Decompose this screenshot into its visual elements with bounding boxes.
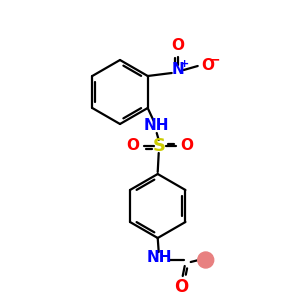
Text: NH: NH [147, 250, 172, 266]
Text: S: S [153, 137, 166, 155]
Text: NH: NH [144, 118, 170, 134]
Text: O: O [180, 139, 193, 154]
Text: O: O [201, 58, 214, 73]
Text: −: − [209, 52, 220, 66]
Text: O: O [175, 278, 189, 296]
Circle shape [198, 252, 214, 268]
Text: +: + [180, 59, 189, 69]
Text: O: O [126, 139, 139, 154]
Text: N: N [171, 62, 184, 77]
Text: O: O [171, 38, 184, 53]
